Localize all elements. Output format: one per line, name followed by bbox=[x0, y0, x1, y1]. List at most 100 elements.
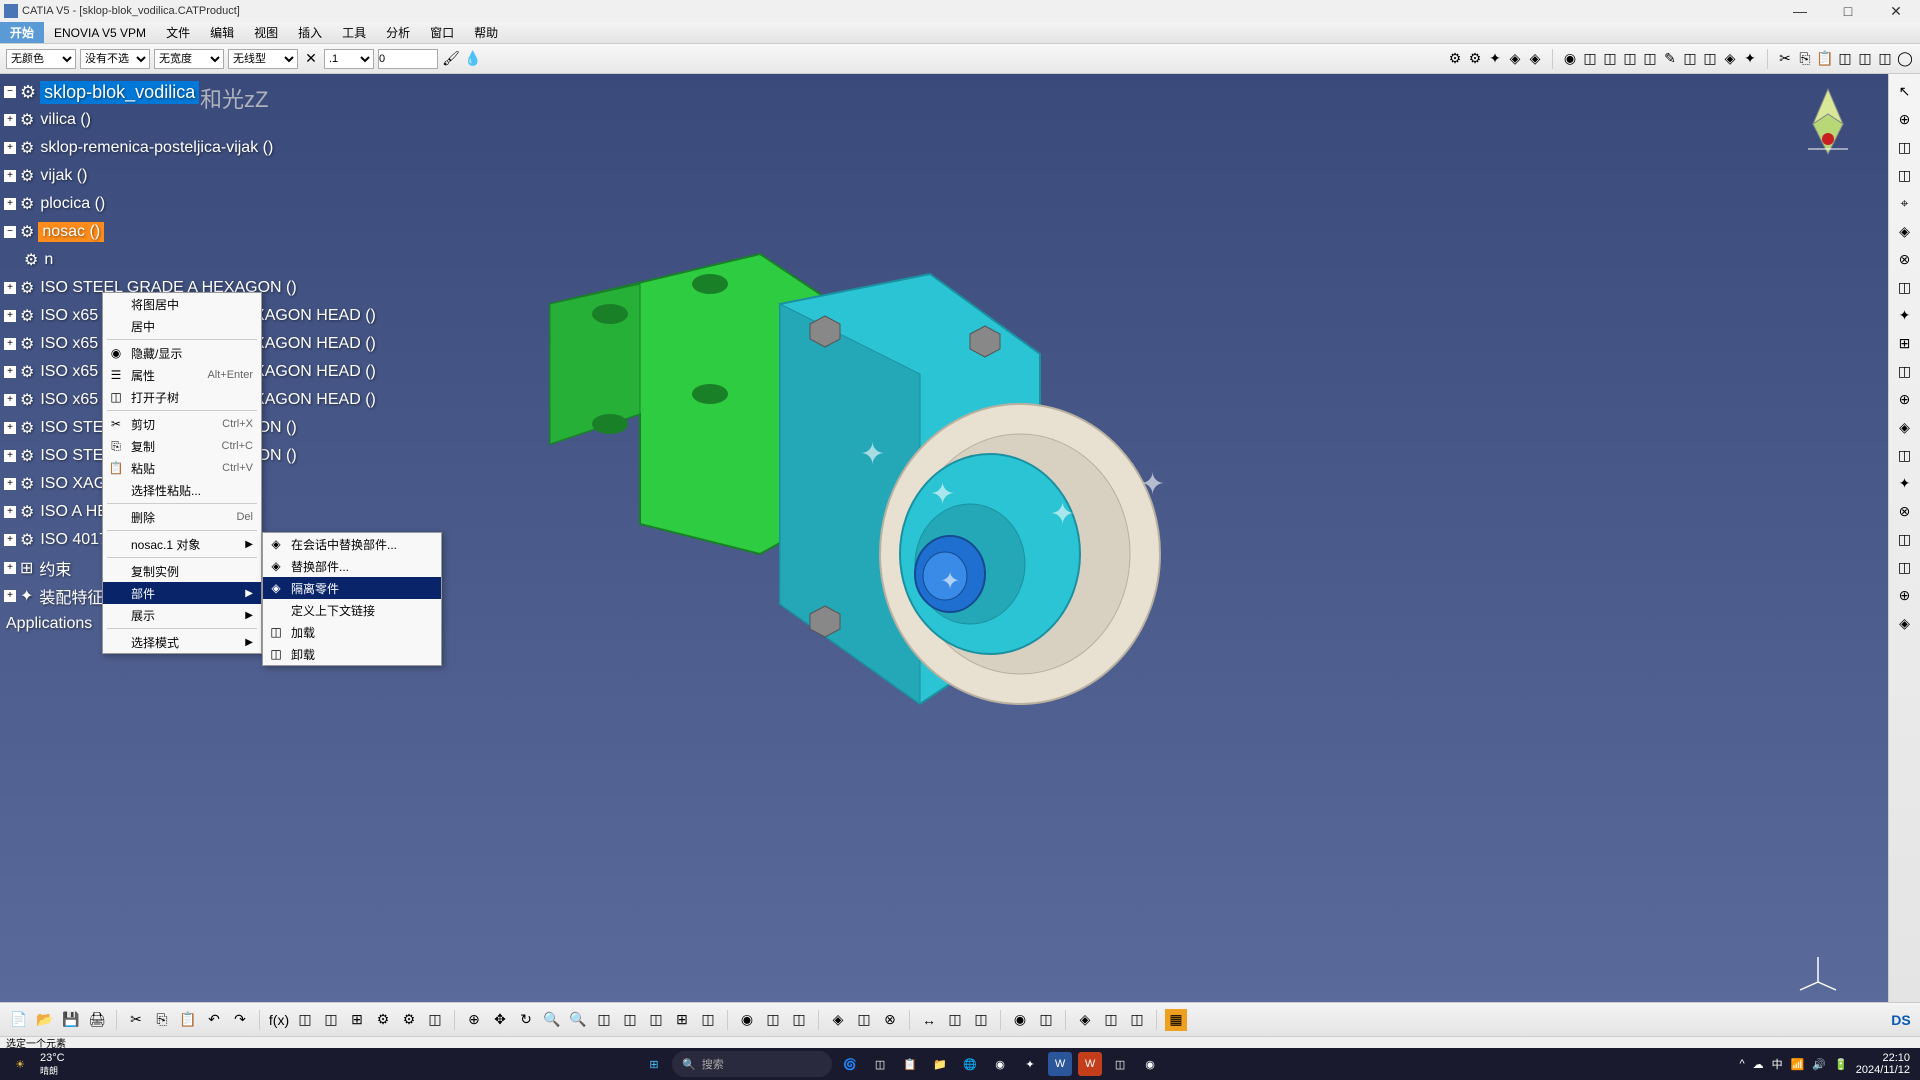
expand-icon[interactable]: + bbox=[4, 310, 16, 322]
tray-icon[interactable]: 🔋 bbox=[1834, 1058, 1848, 1071]
tool-icon[interactable]: ◈ bbox=[1894, 220, 1916, 242]
tool-icon[interactable]: ✦ bbox=[1486, 50, 1504, 68]
tool-icon[interactable]: ⚙ bbox=[372, 1009, 394, 1031]
tool-icon[interactable]: ◫ bbox=[1894, 360, 1916, 382]
view-icon[interactable]: ◫ bbox=[619, 1009, 641, 1031]
value-input[interactable] bbox=[378, 49, 438, 69]
context-menu-item[interactable]: 部件▶ bbox=[103, 582, 261, 604]
tool-icon[interactable]: ◫ bbox=[294, 1009, 316, 1031]
weather-info[interactable]: 23°C 晴朗 bbox=[40, 1052, 65, 1077]
tool-icon[interactable]: ⊗ bbox=[879, 1009, 901, 1031]
clock[interactable]: 22:10 2024/11/12 bbox=[1856, 1052, 1910, 1076]
context-menu-item[interactable]: 选择模式▶ bbox=[103, 631, 261, 653]
weather-icon[interactable]: ☀ bbox=[8, 1052, 32, 1076]
tool-icon[interactable]: ◈ bbox=[1894, 612, 1916, 634]
menu-analyze[interactable]: 分析 bbox=[376, 22, 420, 43]
tool-icon[interactable]: ◫ bbox=[1035, 1009, 1057, 1031]
task-icon[interactable]: W bbox=[1078, 1052, 1102, 1076]
expand-icon[interactable]: + bbox=[4, 562, 16, 574]
expand-icon[interactable]: + bbox=[4, 366, 16, 378]
expand-icon[interactable]: + bbox=[4, 590, 16, 602]
tray-icon[interactable]: ^ bbox=[1739, 1058, 1744, 1070]
tree-item[interactable]: +⚙vijak () bbox=[4, 162, 378, 190]
tool-icon[interactable]: ◫ bbox=[1894, 556, 1916, 578]
menu-start[interactable]: 开始 bbox=[0, 22, 44, 43]
tool-icon[interactable]: ◫ bbox=[1681, 50, 1699, 68]
tray-icon[interactable]: 🔊 bbox=[1812, 1058, 1826, 1071]
tool-icon[interactable]: ✦ bbox=[1894, 304, 1916, 326]
word-icon[interactable]: W bbox=[1048, 1052, 1072, 1076]
tool-icon[interactable]: ⚙ bbox=[1446, 50, 1464, 68]
search-box[interactable]: 🔍 搜索 bbox=[672, 1051, 832, 1077]
expand-icon[interactable]: + bbox=[4, 282, 16, 294]
tool-icon[interactable]: ◫ bbox=[1894, 276, 1916, 298]
tool-icon[interactable]: ◫ bbox=[762, 1009, 784, 1031]
dropper-icon[interactable]: 💧 bbox=[464, 50, 482, 68]
view-icon[interactable]: ⊞ bbox=[671, 1009, 693, 1031]
zoom-in-icon[interactable]: 🔍 bbox=[541, 1009, 563, 1031]
tool-icon[interactable]: ◫ bbox=[424, 1009, 446, 1031]
select-icon[interactable]: ↖ bbox=[1894, 80, 1916, 102]
start-icon[interactable]: ⊞ bbox=[642, 1052, 666, 1076]
tool-icon[interactable]: ◫ bbox=[1894, 136, 1916, 158]
context-menu-item[interactable]: 展示▶ bbox=[103, 604, 261, 626]
open-icon[interactable]: 📂 bbox=[34, 1009, 56, 1031]
context-menu-item[interactable]: 复制实例 bbox=[103, 560, 261, 582]
fit-icon[interactable]: ⊕ bbox=[463, 1009, 485, 1031]
pan-icon[interactable]: ✥ bbox=[489, 1009, 511, 1031]
tool-icon[interactable]: ◉ bbox=[1561, 50, 1579, 68]
menu-window[interactable]: 窗口 bbox=[420, 22, 464, 43]
tray-icon[interactable]: 📶 bbox=[1791, 1058, 1805, 1071]
tool-icon[interactable]: ◫ bbox=[1876, 50, 1894, 68]
context-menu-item[interactable]: 📋粘贴Ctrl+V bbox=[103, 457, 261, 479]
context-menu-item[interactable]: 将图居中 bbox=[103, 293, 261, 315]
task-icon[interactable]: ✦ bbox=[1018, 1052, 1042, 1076]
tree-root[interactable]: − ⚙ sklop-blok_vodilica bbox=[4, 78, 378, 106]
context-menu-item[interactable]: ⎘复制Ctrl+C bbox=[103, 435, 261, 457]
tree-item-selected[interactable]: −⚙nosac () bbox=[4, 218, 378, 246]
cut-icon[interactable]: ✂ bbox=[125, 1009, 147, 1031]
tool-icon[interactable]: ⚙ bbox=[398, 1009, 420, 1031]
tool-icon[interactable]: ⊕ bbox=[1894, 388, 1916, 410]
tool-icon[interactable]: ◫ bbox=[1894, 164, 1916, 186]
tool-icon[interactable]: ⊗ bbox=[1894, 248, 1916, 270]
tool-icon[interactable]: ⌖ bbox=[1894, 192, 1916, 214]
tool-icon[interactable]: ◫ bbox=[970, 1009, 992, 1031]
tool-icon[interactable]: ◈ bbox=[1894, 416, 1916, 438]
tool-icon[interactable]: ◫ bbox=[1836, 50, 1854, 68]
menu-enovia[interactable]: ENOVIA V5 VPM bbox=[44, 22, 156, 43]
context-menu-item[interactable]: ☰属性Alt+Enter bbox=[103, 364, 261, 386]
tool-icon[interactable]: ◫ bbox=[1126, 1009, 1148, 1031]
tool-icon[interactable]: ◫ bbox=[1894, 444, 1916, 466]
view-icon[interactable]: ◫ bbox=[697, 1009, 719, 1031]
tool-icon[interactable]: ◈ bbox=[827, 1009, 849, 1031]
expand-icon[interactable]: + bbox=[4, 534, 16, 546]
tool-icon[interactable]: ◯ bbox=[1896, 50, 1914, 68]
context-menu-item[interactable]: ✂剪切Ctrl+X bbox=[103, 413, 261, 435]
tool-icon[interactable]: ⊗ bbox=[1894, 500, 1916, 522]
tool-icon[interactable]: ◫ bbox=[853, 1009, 875, 1031]
layer-select[interactable]: 没有不选 bbox=[80, 49, 150, 69]
context-menu-item[interactable]: 选择性粘贴... bbox=[103, 479, 261, 501]
compass-icon[interactable] bbox=[1788, 84, 1868, 164]
tool-icon[interactable]: ◫ bbox=[1100, 1009, 1122, 1031]
context-menu-item[interactable]: ◈在会话中替换部件... bbox=[263, 533, 441, 555]
tool-icon[interactable]: ◫ bbox=[1581, 50, 1599, 68]
context-menu-item[interactable]: 居中 bbox=[103, 315, 261, 337]
tree-item[interactable]: ⚙n bbox=[24, 246, 378, 274]
menu-insert[interactable]: 插入 bbox=[288, 22, 332, 43]
print-icon[interactable]: 🖨 bbox=[86, 1009, 108, 1031]
tool-icon[interactable]: ✦ bbox=[1741, 50, 1759, 68]
tool-icon[interactable]: ↔ bbox=[918, 1009, 940, 1031]
rotate-icon[interactable]: ↻ bbox=[515, 1009, 537, 1031]
close-button[interactable]: ✕ bbox=[1876, 2, 1916, 20]
context-menu-item[interactable]: ◫卸载 bbox=[263, 643, 441, 665]
linewidth-select[interactable]: 无宽度 bbox=[154, 49, 224, 69]
context-menu-item[interactable]: ◈隔离零件 bbox=[263, 577, 441, 599]
tool-icon[interactable]: ◫ bbox=[1856, 50, 1874, 68]
point-select[interactable]: .1 bbox=[324, 49, 374, 69]
color-select[interactable]: 无颜色 bbox=[6, 49, 76, 69]
expand-icon[interactable]: + bbox=[4, 142, 16, 154]
context-menu-item[interactable]: ◫加载 bbox=[263, 621, 441, 643]
tool-icon[interactable]: ◫ bbox=[788, 1009, 810, 1031]
